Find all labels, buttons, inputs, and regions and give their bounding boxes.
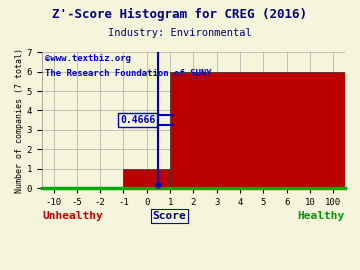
- Text: 0.4666: 0.4666: [120, 115, 156, 125]
- Y-axis label: Number of companies (7 total): Number of companies (7 total): [15, 48, 24, 193]
- Bar: [170, 72, 357, 188]
- Text: Score: Score: [152, 211, 186, 221]
- Text: Healthy: Healthy: [298, 211, 345, 221]
- Text: Z'-Score Histogram for CREG (2016): Z'-Score Histogram for CREG (2016): [53, 8, 307, 21]
- Bar: [123, 169, 170, 188]
- Text: The Research Foundation of SUNY: The Research Foundation of SUNY: [45, 69, 212, 77]
- Text: Industry: Environmental: Industry: Environmental: [108, 28, 252, 38]
- Text: Unhealthy: Unhealthy: [42, 211, 103, 221]
- Text: ©www.textbiz.org: ©www.textbiz.org: [45, 54, 131, 63]
